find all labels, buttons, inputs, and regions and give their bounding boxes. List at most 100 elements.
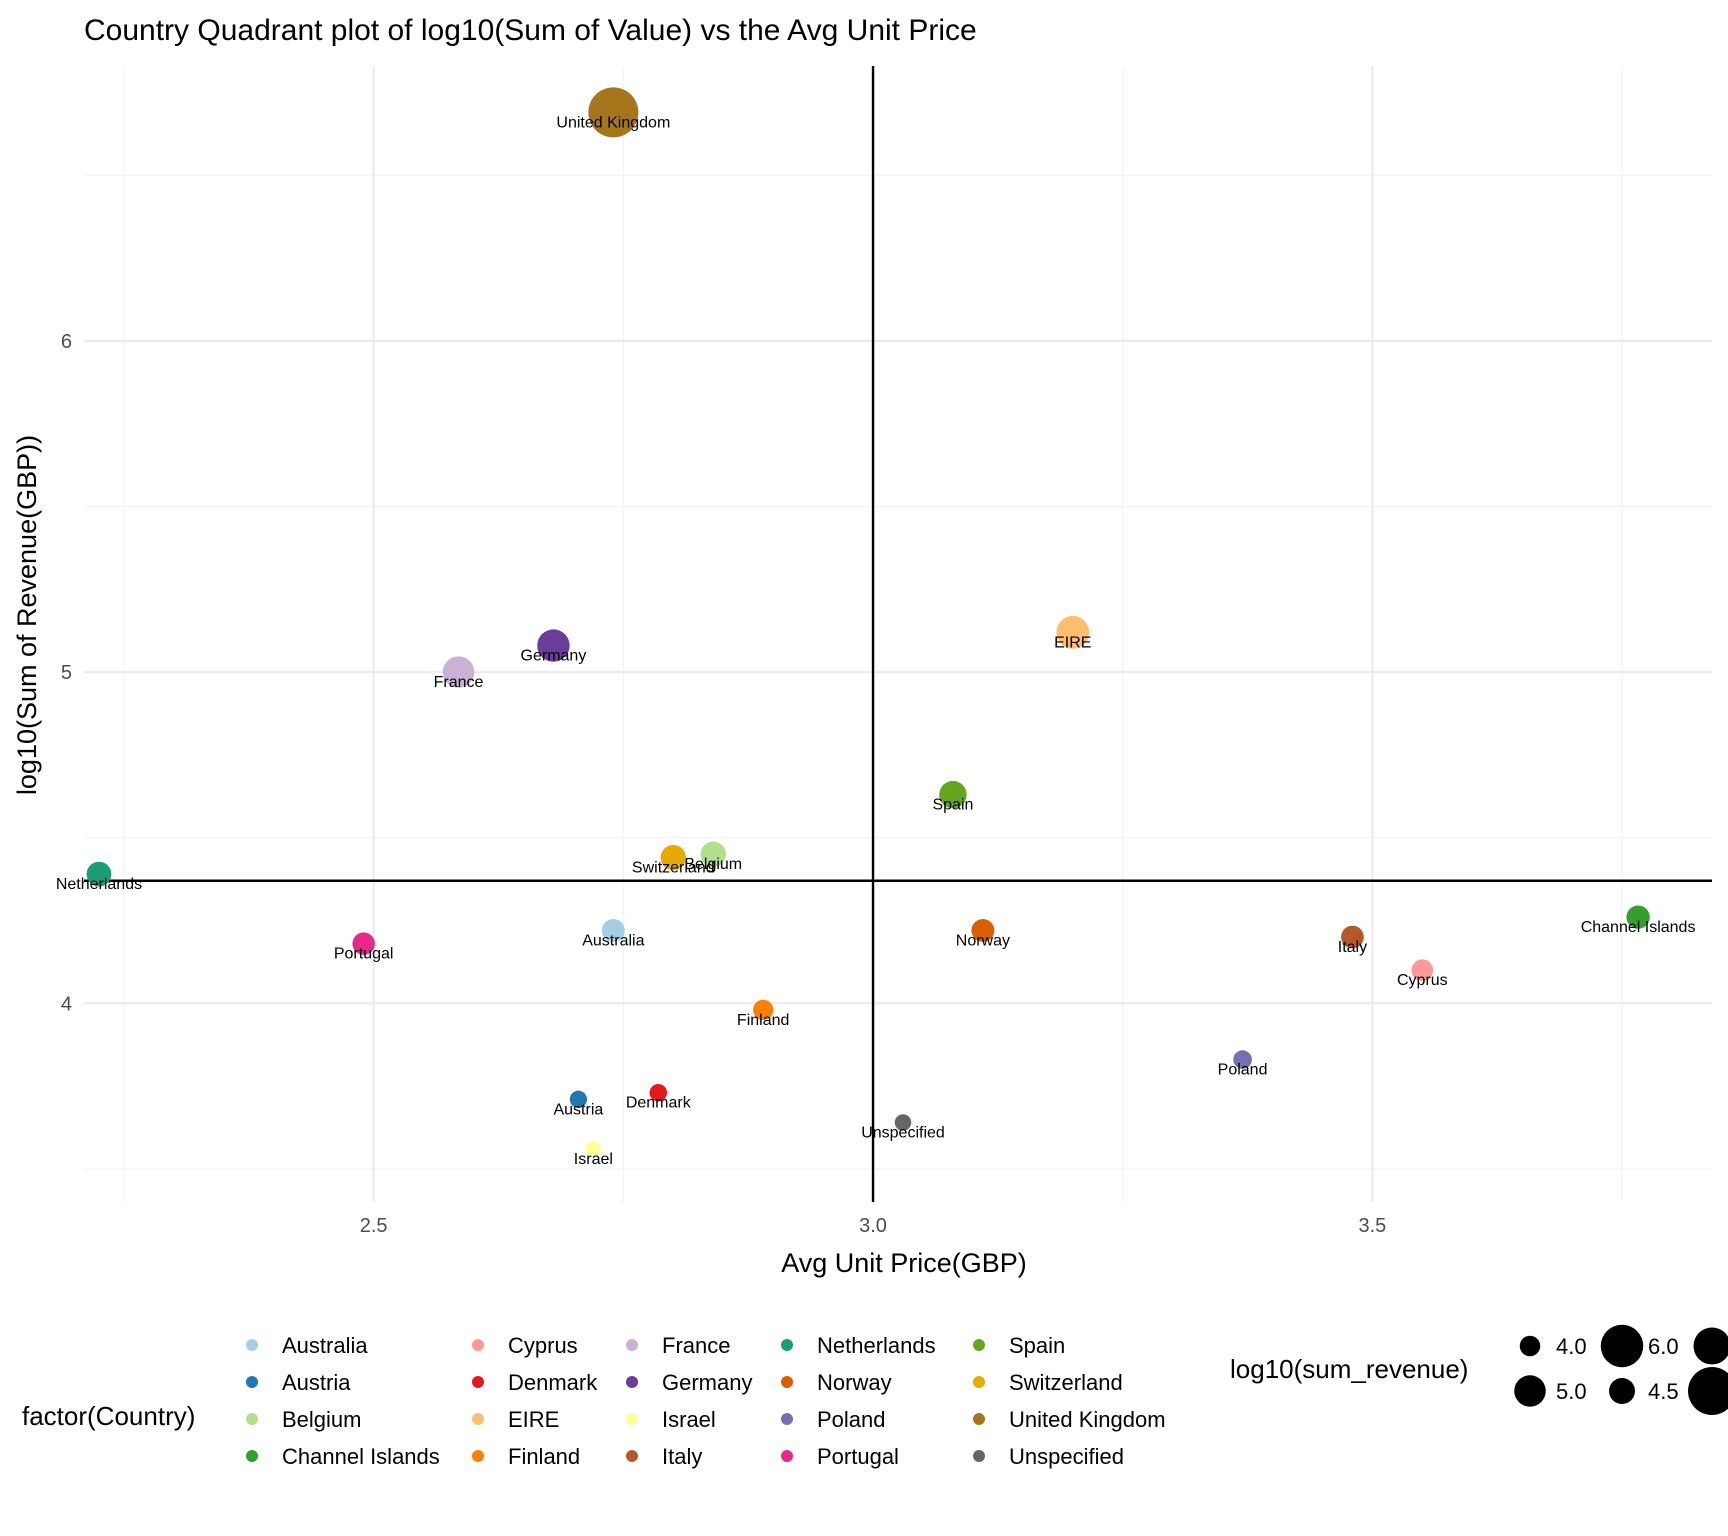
- legend-key-netherlands: [781, 1339, 793, 1351]
- legend-key-united-kingdom: [973, 1413, 985, 1425]
- legend-key-italy: [626, 1450, 638, 1462]
- legend-key-switzerland: [973, 1376, 985, 1388]
- size-key-5.5: [1693, 1327, 1728, 1365]
- point-label-belgium: Belgium: [684, 856, 742, 873]
- legend-label-channel-islands: Channel Islands: [282, 1444, 440, 1469]
- legend-key-finland: [472, 1450, 484, 1462]
- point-belgium: [700, 841, 726, 867]
- point-united-kingdom: [588, 87, 639, 138]
- x-tick-label: 3.5: [1359, 1215, 1387, 1237]
- legend-label-eire: EIRE: [508, 1407, 559, 1432]
- legend-key-belgium: [246, 1413, 258, 1425]
- point-unspecified: [894, 1114, 912, 1131]
- point-finland: [753, 999, 774, 1021]
- legend-key-cyprus: [472, 1339, 484, 1351]
- point-label-norway: Norway: [956, 932, 1010, 949]
- point-switzerland: [660, 844, 686, 871]
- point-label-poland: Poland: [1218, 1062, 1268, 1079]
- point-label-france: France: [434, 674, 484, 691]
- point-label-germany: Germany: [521, 648, 587, 665]
- quadrant-reference-lines: [84, 66, 1712, 1202]
- point-australia: [601, 918, 625, 942]
- legend-label-unspecified: Unspecified: [1009, 1444, 1124, 1469]
- point-label-switzerland: Switzerland: [632, 860, 715, 877]
- chart-title: Country Quadrant plot of log10(Sum of Va…: [84, 14, 977, 47]
- size-label-4.5: 4.5: [1648, 1379, 1679, 1404]
- point-israel: [585, 1141, 602, 1157]
- point-label-channel-islands: Channel Islands: [1581, 919, 1696, 936]
- point-cyprus: [1411, 959, 1434, 981]
- size-label-6.0: 6.0: [1648, 1334, 1679, 1359]
- size-key-4.0: [1519, 1335, 1541, 1357]
- point-label-australia: Australia: [582, 932, 644, 949]
- legend-key-denmark: [472, 1376, 484, 1388]
- point-spain: [939, 780, 967, 809]
- grid: [84, 66, 1712, 1202]
- x-axis-title: Avg Unit Price(GBP): [781, 1248, 1027, 1278]
- legend-label-netherlands: Netherlands: [817, 1333, 936, 1358]
- legend-label-finland: Finland: [508, 1444, 580, 1469]
- legend-label-spain: Spain: [1009, 1333, 1065, 1358]
- point-portugal: [352, 932, 375, 955]
- point-eire: [1056, 615, 1090, 649]
- legend-key-poland: [781, 1413, 793, 1425]
- point-netherlands: [86, 861, 112, 887]
- legend-key-norway: [781, 1376, 793, 1388]
- point-austria: [569, 1090, 588, 1108]
- point-label-eire: EIRE: [1054, 634, 1091, 651]
- point-label-austria: Austria: [553, 1101, 603, 1118]
- legend-key-eire: [472, 1413, 484, 1425]
- legend-label-portugal: Portugal: [817, 1444, 899, 1469]
- legend-label-france: France: [662, 1333, 730, 1358]
- legend-label-israel: Israel: [662, 1407, 716, 1432]
- point-label-unspecified: Unspecified: [861, 1125, 945, 1142]
- legend-label-austria: Austria: [282, 1370, 351, 1395]
- legend-key-germany: [626, 1376, 638, 1388]
- size-key-5.0: [1514, 1375, 1546, 1407]
- legend-key-unspecified: [973, 1450, 985, 1462]
- legend-key-france: [626, 1339, 638, 1351]
- point-label-finland: Finland: [737, 1012, 789, 1029]
- point-label-united-kingdom: United Kingdom: [556, 114, 670, 131]
- point-france: [442, 656, 475, 688]
- legend-label-germany: Germany: [662, 1370, 752, 1395]
- legend-key-austria: [246, 1376, 258, 1388]
- legend-label-belgium: Belgium: [282, 1407, 361, 1432]
- size-key-6.0: [1600, 1324, 1644, 1368]
- point-label-netherlands: Netherlands: [56, 876, 142, 893]
- legend-key-spain: [973, 1339, 985, 1351]
- legend-key-portugal: [781, 1450, 793, 1462]
- point-label-israel: Israel: [574, 1151, 613, 1168]
- x-tick-label: 3.0: [859, 1215, 887, 1237]
- size-key-4.5: [1609, 1378, 1635, 1404]
- size-legend-title: log10(sum_revenue): [1230, 1354, 1468, 1384]
- point-poland: [1233, 1050, 1252, 1069]
- size-label-4.0: 4.0: [1556, 1334, 1587, 1359]
- point-label-cyprus: Cyprus: [1397, 972, 1448, 989]
- size-key-6.5: [1688, 1367, 1728, 1415]
- point-label-italy: Italy: [1338, 939, 1367, 956]
- legend-label-italy: Italy: [662, 1444, 702, 1469]
- legend-label-australia: Australia: [282, 1333, 368, 1358]
- legend-label-poland: Poland: [817, 1407, 886, 1432]
- point-norway: [971, 918, 995, 942]
- point-label-spain: Spain: [932, 797, 973, 814]
- point-italy: [1341, 925, 1364, 949]
- legend-label-switzerland: Switzerland: [1009, 1370, 1123, 1395]
- point-label-portugal: Portugal: [334, 946, 394, 963]
- y-axis-title: log10(Sum of Revenue(GBP)): [12, 435, 42, 795]
- legend-label-cyprus: Cyprus: [508, 1333, 578, 1358]
- point-denmark: [649, 1083, 668, 1102]
- point-channel-islands: [1626, 905, 1650, 929]
- point-labels: Australia Austria Belgium Channel Islands Cy…: [56, 114, 1696, 1168]
- legend-key-australia: [246, 1339, 258, 1351]
- legend-label-norway: Norway: [817, 1370, 892, 1395]
- legend-label-united-kingdom: United Kingdom: [1009, 1407, 1166, 1432]
- size-label-5.0: 5.0: [1556, 1379, 1587, 1404]
- x-tick-label: 2.5: [360, 1215, 388, 1237]
- y-tick-label: 6: [61, 331, 72, 353]
- legend-key-channel-islands: [246, 1450, 258, 1462]
- y-tick-label: 5: [61, 662, 72, 684]
- point-germany: [537, 629, 570, 662]
